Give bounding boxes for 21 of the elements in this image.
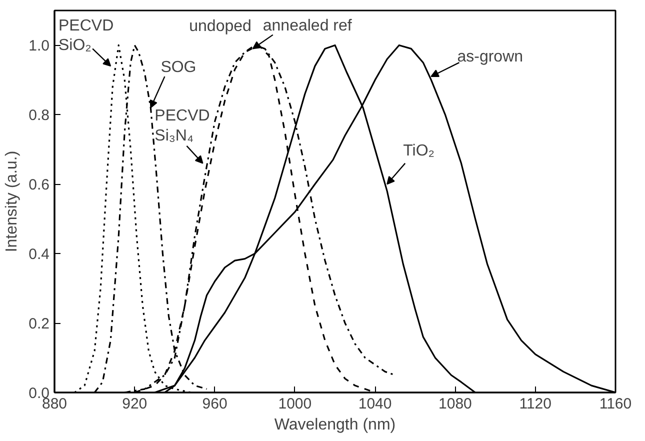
annotation: TiO₂ xyxy=(403,142,435,160)
annotation: PECVD Si₃N₄ xyxy=(154,108,210,144)
annotation: as-grown xyxy=(457,48,524,66)
y-tick-label: 0.8 xyxy=(28,107,50,124)
x-tick-label: 920 xyxy=(122,396,148,412)
x-tick-label: 960 xyxy=(202,396,228,412)
x-tick-label: 1000 xyxy=(278,396,312,412)
annotation: annealed ref xyxy=(262,17,352,34)
y-tick-label: 1.0 xyxy=(28,38,50,55)
annotation: undoped xyxy=(189,18,252,36)
y-tick-label: 0.2 xyxy=(28,316,50,333)
x-axis-title: Wavelength (nm) xyxy=(274,416,396,434)
y-axis-title: Intensity (a.u.) xyxy=(4,150,21,252)
x-tick-label: 1160 xyxy=(599,396,632,412)
x-tick-label: 1040 xyxy=(358,396,392,412)
x-tick-label: 1080 xyxy=(438,396,472,412)
annotation: PECVD SiO₂ xyxy=(58,17,114,54)
x-tick-label: 1120 xyxy=(519,396,552,412)
annotation: SOG xyxy=(160,59,196,76)
y-tick-label: 0.6 xyxy=(28,176,50,194)
y-tick-label: 0.4 xyxy=(28,246,50,264)
